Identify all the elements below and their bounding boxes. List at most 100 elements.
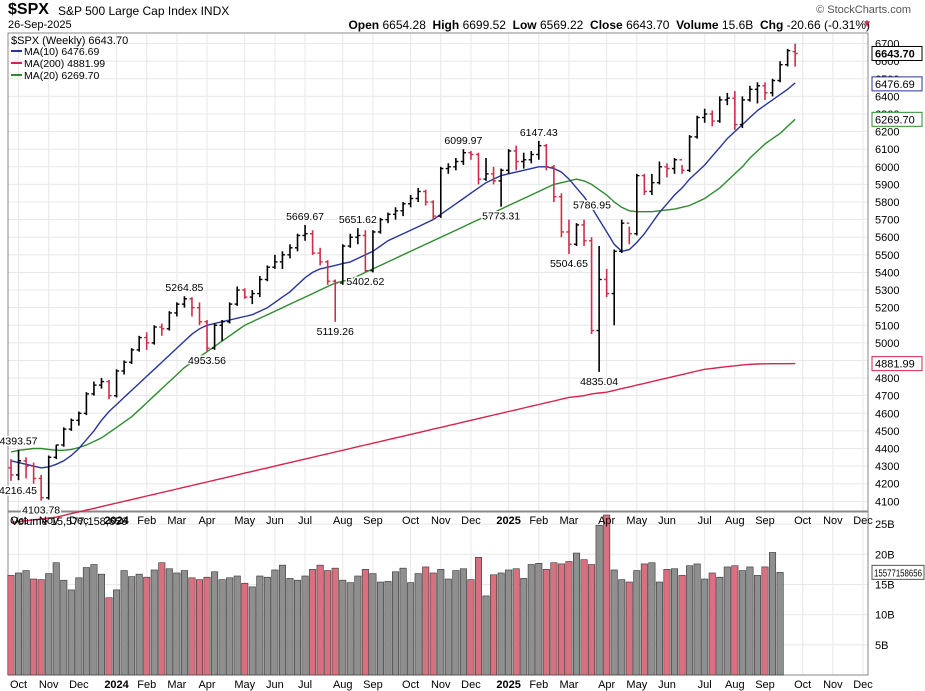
- volume-bar: [97, 573, 105, 676]
- volume-bar: [301, 575, 309, 676]
- volume-tag-label: 15577158656: [874, 567, 922, 579]
- date-tick-label: Sep: [363, 679, 383, 691]
- price-tick-label: 4300: [875, 461, 899, 473]
- ohlc-bar: [68, 418, 74, 431]
- volume-bar: [731, 565, 739, 676]
- ohlc-bar: [272, 254, 278, 269]
- volume-bar: [671, 568, 679, 676]
- volume-bar: [429, 572, 437, 676]
- ohlc-bar: [129, 348, 135, 364]
- price-tag-label: 4881.99: [875, 359, 915, 371]
- date-tick-label: Dec: [69, 515, 89, 527]
- volume-bar: [278, 564, 286, 676]
- volume-bar: [557, 563, 565, 676]
- high-label: High: [432, 18, 460, 32]
- price-annotation: 4393.57: [0, 436, 38, 448]
- ohlc-bar: [91, 381, 97, 396]
- ohlc-bar: [558, 193, 565, 238]
- ohlc-bar: [234, 286, 240, 306]
- date-tick-label: Oct: [10, 515, 27, 527]
- price-tag-box: [871, 111, 923, 127]
- ohlc-bar: [641, 173, 647, 195]
- date-tick-label: Jul: [298, 515, 312, 527]
- ohlc-bar: [325, 260, 331, 285]
- volume-bar: [324, 570, 332, 676]
- ohlc-bar: [121, 360, 127, 375]
- ohlc-bar: [536, 140, 542, 160]
- ohlc-bar: [159, 323, 165, 336]
- date-tick-label: Dec: [69, 679, 89, 691]
- volume-bar: [75, 577, 83, 676]
- volume-bar: [392, 571, 400, 676]
- volume-bar: [490, 574, 498, 676]
- volume-tick-label: 25B: [875, 519, 895, 531]
- volume-bar: [211, 571, 219, 676]
- ohlc-bar: [732, 91, 738, 130]
- ohlc-bar: [762, 82, 768, 100]
- volume-bar: [648, 562, 656, 676]
- ohlc-bar: [468, 150, 474, 160]
- ohlc-bar: [279, 251, 286, 269]
- volume-bar: [520, 578, 528, 676]
- ohlc-bar: [521, 152, 527, 169]
- ohlc-bar: [626, 222, 632, 245]
- price-panel-frame: [7, 32, 869, 512]
- price-annotation: 4103.78: [22, 505, 60, 517]
- volume-bars: [7, 514, 784, 676]
- ohlc-bar: [15, 449, 22, 481]
- price-tick-label: 5800: [875, 197, 899, 209]
- ohlc-bar: [340, 244, 346, 285]
- ohlc-bar: [257, 275, 263, 298]
- ohlc-bar: [566, 219, 572, 255]
- volume-bar: [128, 576, 136, 676]
- volume-bar: [753, 575, 761, 676]
- volume-bar: [618, 579, 626, 676]
- volume-bar: [67, 589, 75, 676]
- ohlc-bar: [302, 224, 308, 241]
- ohlc-bar: [287, 244, 293, 259]
- price-tick-label: 5500: [875, 250, 899, 262]
- date-tick-label: May: [626, 679, 647, 691]
- open-label: Open: [348, 18, 380, 32]
- ohlc-bar: [211, 323, 218, 350]
- volume-label: Volume: [676, 18, 719, 32]
- volume-axis: 5B 10B 15B 20B 25B: [875, 519, 895, 652]
- ohlc-bar: [785, 48, 791, 67]
- volume-bar: [716, 576, 724, 676]
- volume-bar: [678, 575, 686, 676]
- volume-bar: [346, 582, 354, 676]
- ohlc-bar: [113, 369, 120, 398]
- price-annotation: 6147.43: [520, 127, 558, 139]
- price-tag-box: [871, 45, 923, 61]
- ohlc-bar: [31, 462, 37, 484]
- volume-bar: [761, 566, 769, 676]
- volume-bar: [158, 562, 166, 676]
- chg-label: Chg: [759, 18, 784, 32]
- volume-bar: [45, 573, 53, 676]
- date-tick-label: Aug: [725, 679, 745, 691]
- ohlc-bar: [332, 279, 338, 322]
- ohlc-bar: [264, 265, 270, 282]
- volume-bar: [316, 564, 324, 676]
- ohlc-bar: [513, 145, 519, 171]
- ma200-line: [10, 362, 796, 524]
- date-tick-label: Oct: [402, 679, 419, 691]
- price-annotation: 4953.56: [188, 355, 226, 367]
- date-tick-label: Dec: [461, 679, 481, 691]
- ohlc-bar: [596, 246, 602, 372]
- ma10-line: [10, 82, 796, 469]
- volume-bar: [15, 572, 23, 676]
- date-tick-label: Apr: [598, 515, 615, 527]
- volume-bar: [769, 552, 777, 676]
- ohlc-bar: [23, 457, 29, 479]
- ohlc-bar: [581, 219, 587, 247]
- ohlc-bar: [408, 194, 414, 208]
- date-tick-label: Jul: [298, 679, 312, 691]
- ohlc-bar: [151, 325, 157, 345]
- ohlc-bar: [38, 474, 44, 501]
- date-tick-label: Dec: [461, 515, 481, 527]
- date-tick-label: Jul: [698, 679, 712, 691]
- ohlc-bar: [430, 200, 436, 220]
- ohlc-bar: [438, 166, 444, 218]
- volume-bar: [776, 572, 784, 676]
